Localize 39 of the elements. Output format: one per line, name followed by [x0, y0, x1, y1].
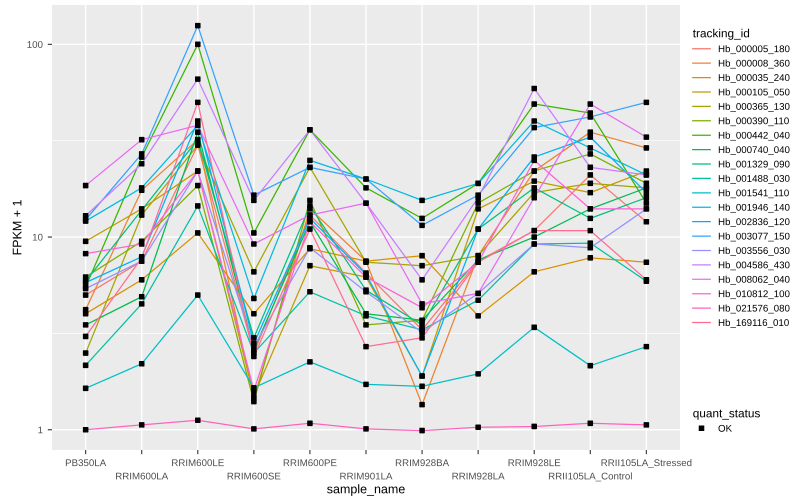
x-tick-label: RRIM928LA [452, 472, 505, 480]
x-tick-label: RRII105LA_Stressed [601, 459, 692, 468]
legend-label: Hb_000035_240 [718, 74, 790, 83]
legend-label: Hb_000365_130 [718, 102, 790, 112]
x-tick-label: RRIM600SE [228, 472, 280, 480]
legend-label: Hb_001946_140 [718, 204, 790, 213]
legend-label: Hb_001488_030 [718, 174, 790, 184]
legend-label: Hb_002836_120 [718, 218, 790, 227]
x-tick-label: RRIM928LE [508, 459, 560, 466]
x-tick-label: RRIM600LE [172, 459, 224, 466]
x-tick-label: RRIM600LA [116, 472, 168, 480]
legend-label: Hb_000740_040 [718, 146, 790, 155]
x-tick-label: RRIM928BA [396, 459, 450, 466]
y-tick-label: 1 [38, 426, 42, 434]
legend-label: Hb_000008_360 [718, 60, 790, 68]
legend-label: Hb_001541_110 [718, 189, 789, 198]
x-tick-label: PB350LA [66, 459, 106, 466]
legend-label: Hb_000105_050 [718, 88, 790, 98]
y-tick-label: 100 [27, 41, 43, 48]
x-tick-label: RRII105LA_Control [548, 472, 632, 482]
legend-title: tracking_id [692, 28, 750, 40]
legend-label: Hb_001329_090 [718, 160, 790, 170]
y-tick-label: 10 [32, 234, 43, 241]
legend-label: Hb_003077_150 [718, 232, 790, 242]
legend-label: Hb_000005_180 [718, 45, 790, 54]
legend-label: Hb_010812_100 [718, 290, 790, 300]
legend-label: Hb_021576_080 [718, 304, 790, 314]
text: quant_status [693, 410, 760, 420]
legend-label: Hb_000390_110 [718, 117, 789, 126]
x-tick-label: RRIM901LA [340, 472, 392, 480]
x-axis-title: sample_name [327, 484, 405, 496]
legend-label: Hb_169116_010 [718, 318, 789, 328]
legend-label: Hb_003556_030 [718, 246, 790, 256]
y-axis-title: FPKM + 1 [12, 200, 22, 254]
text: OK [718, 424, 732, 432]
legend-label: Hb_004586_430 [718, 261, 790, 270]
legend-label: Hb_000442_040 [718, 132, 790, 141]
legend-label: Hb_008062_040 [718, 276, 790, 285]
x-tick-label: RRIM600PE [284, 459, 337, 466]
